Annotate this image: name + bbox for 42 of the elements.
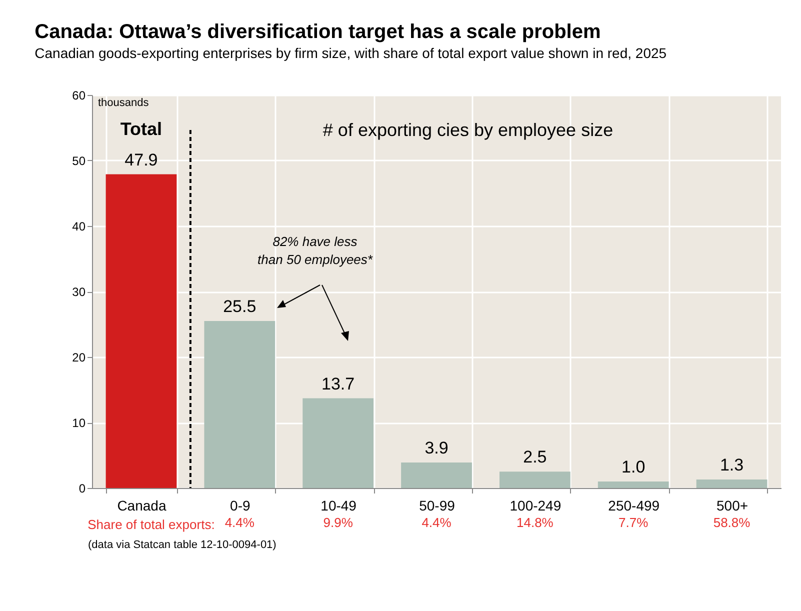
y-tick-label: 0 (78, 482, 86, 496)
y-tick-label: 50 (72, 154, 86, 168)
chart-subtitle: Canadian goods-exporting enterprises by firm size, with share of total export value shown in red, 2025 (34, 45, 667, 61)
data-label: 13.7 (322, 374, 355, 394)
y-tick-label: 60 (72, 88, 86, 102)
chart-title: Canada: Ottawa’s diversification target has a scale problem (34, 21, 601, 43)
text: 4.4% (224, 515, 255, 530)
text: (data via Statcan table 12-10-0094-01) (88, 539, 276, 551)
bar (598, 481, 669, 488)
x-tick-label: 500+ (716, 498, 748, 514)
bar (204, 320, 276, 488)
x-tick-label: 10-49 (320, 498, 357, 514)
x-tick-label: 100-249 (510, 498, 562, 514)
bar (401, 462, 472, 488)
y-tick-label: 20 (72, 350, 86, 364)
text: Share of total exports: (88, 517, 215, 532)
x-tick-label: Canada (117, 498, 166, 514)
bar (696, 479, 768, 488)
y-axis-title: thousands (98, 97, 150, 109)
bar (499, 472, 570, 488)
x-tick-label: 0-9 (230, 498, 250, 514)
y-tick-label: 30 (72, 285, 86, 299)
data-label: 2.5 (523, 448, 547, 467)
text: 14.8% (516, 515, 554, 530)
data-label: 1.3 (720, 455, 744, 474)
annotation: # of exporting cies by employee size (322, 120, 614, 140)
data-label: 47.9 (124, 150, 158, 170)
text: 7.7% (618, 515, 649, 530)
y-tick-label: 40 (72, 220, 86, 234)
x-tick-label: 250-499 (608, 498, 660, 514)
annotation: 82% have less than 50 employees* (258, 234, 374, 267)
text: 58.8% (713, 515, 751, 530)
annotation: Total (120, 119, 162, 139)
bar (302, 398, 374, 488)
x-tick-label: 50-99 (419, 498, 456, 514)
bar (106, 174, 177, 488)
y-tick-label: 10 (72, 416, 86, 430)
data-label: 3.9 (424, 438, 448, 458)
data-label: 25.5 (223, 296, 256, 316)
text: 9.9% (323, 515, 354, 530)
data-label: 1.0 (622, 457, 646, 476)
text: 4.4% (422, 515, 452, 530)
